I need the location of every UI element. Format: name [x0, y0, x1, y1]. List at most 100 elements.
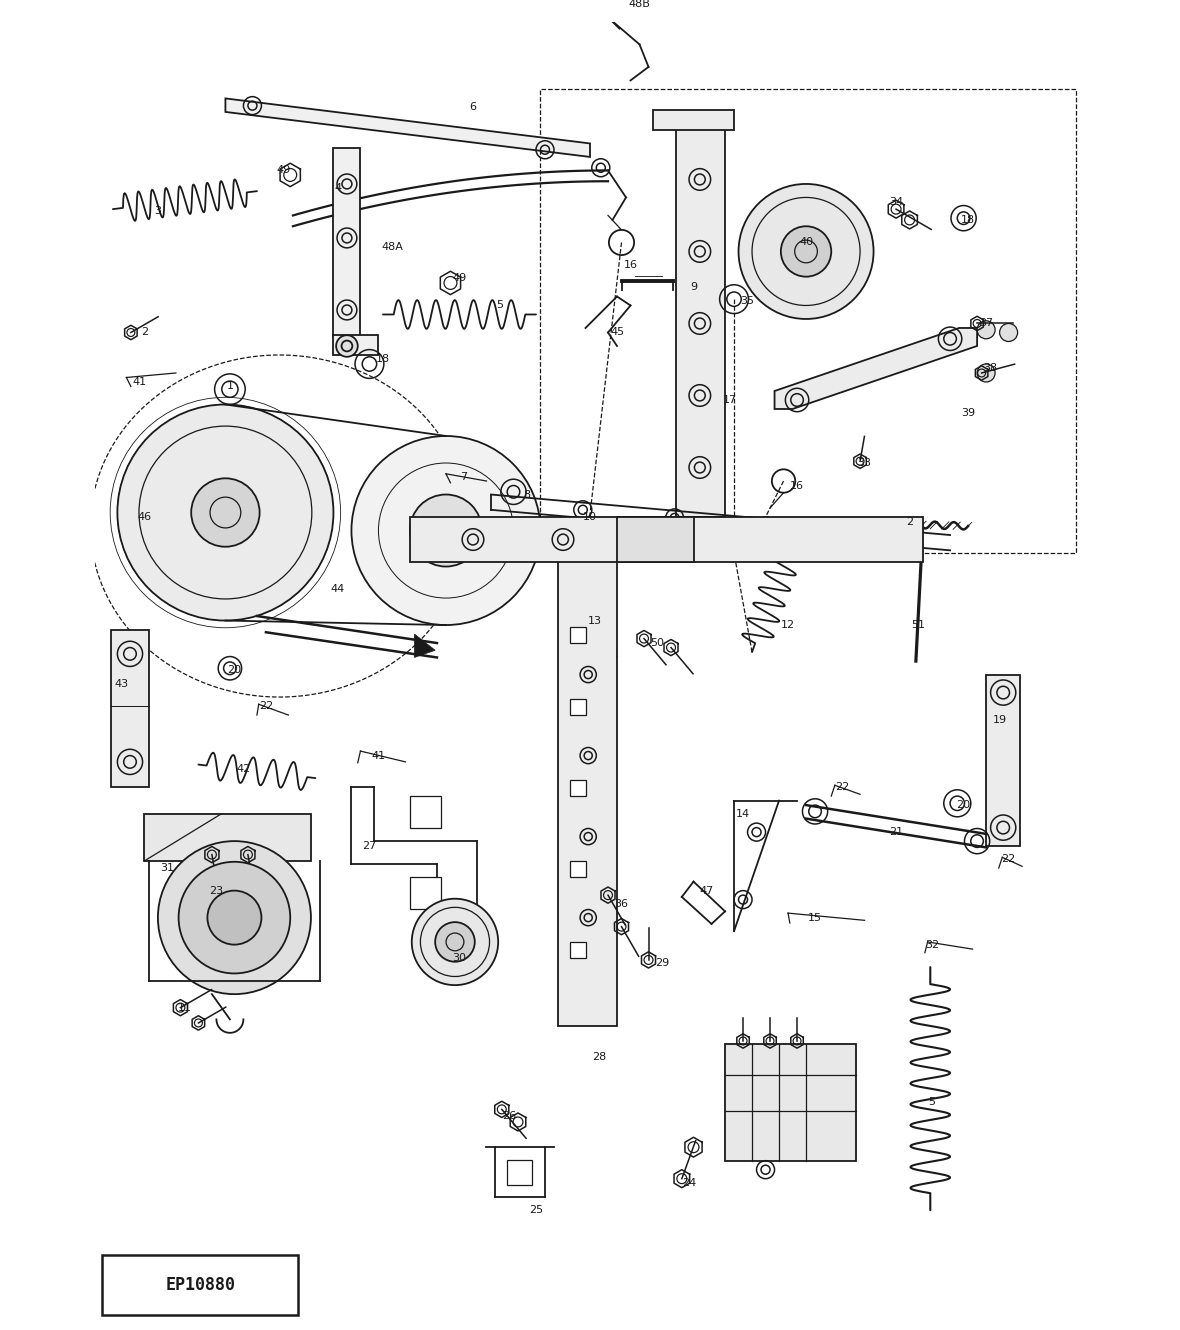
Text: 19: 19 [992, 714, 1007, 725]
Text: 17: 17 [722, 395, 736, 406]
Bar [334, 335, 379, 355]
Text: 9: 9 [690, 282, 697, 293]
Text: 5: 5 [497, 301, 504, 310]
Text: 25: 25 [529, 1205, 543, 1216]
Circle shape [117, 404, 334, 621]
Polygon shape [144, 814, 312, 861]
Text: 28: 28 [592, 1052, 607, 1063]
Bar [409, 876, 441, 908]
Text: 46: 46 [137, 512, 151, 521]
Text: 2: 2 [906, 516, 913, 527]
Text: 26: 26 [502, 1111, 516, 1121]
Circle shape [781, 226, 831, 277]
Polygon shape [225, 98, 590, 157]
Text: 20: 20 [957, 801, 971, 810]
Text: 39: 39 [961, 408, 975, 419]
Bar [570, 779, 586, 797]
Text: EP10880: EP10880 [165, 1275, 235, 1294]
Circle shape [191, 479, 260, 547]
Text: 33: 33 [858, 458, 872, 468]
Bar [570, 942, 586, 958]
Bar [570, 861, 586, 876]
Text: 30: 30 [452, 954, 466, 963]
Bar [570, 698, 586, 716]
Text: 27: 27 [362, 841, 376, 851]
Text: 29: 29 [655, 958, 669, 968]
Text: 50: 50 [650, 638, 664, 648]
Bar [725, 1044, 856, 1161]
Text: 31: 31 [160, 863, 173, 872]
Text: 51: 51 [912, 620, 925, 630]
Text: 14: 14 [736, 809, 750, 819]
Polygon shape [774, 329, 977, 410]
Text: 16: 16 [623, 259, 637, 270]
Circle shape [158, 841, 312, 994]
Circle shape [435, 922, 474, 962]
Circle shape [178, 862, 290, 974]
Text: 11: 11 [178, 1003, 192, 1012]
Bar [409, 797, 441, 827]
Text: 49: 49 [452, 274, 466, 283]
Text: 8: 8 [524, 489, 531, 500]
Text: 22: 22 [258, 701, 273, 712]
Circle shape [409, 495, 481, 567]
Text: 12: 12 [781, 620, 795, 630]
Text: 48B: 48B [629, 0, 650, 9]
FancyBboxPatch shape [103, 1256, 299, 1314]
Polygon shape [414, 634, 435, 657]
Text: 38: 38 [984, 363, 997, 374]
Bar [507, 1160, 532, 1185]
Circle shape [739, 184, 873, 319]
Circle shape [336, 335, 358, 356]
Text: 5: 5 [929, 1097, 936, 1107]
Text: 24: 24 [682, 1178, 696, 1188]
Bar [653, 110, 734, 130]
Text: 15: 15 [808, 912, 822, 923]
Bar [111, 629, 149, 787]
Text: 40: 40 [799, 238, 813, 247]
Text: 42: 42 [236, 765, 250, 774]
Bar [570, 626, 586, 644]
Text: 10: 10 [583, 512, 597, 521]
Bar [675, 112, 725, 517]
Bar [334, 148, 360, 336]
Circle shape [977, 321, 995, 339]
Circle shape [352, 436, 540, 625]
Text: 49: 49 [277, 165, 291, 176]
Text: 23: 23 [209, 886, 223, 895]
Bar [214, 501, 237, 524]
Text: 22: 22 [1002, 854, 1016, 864]
Text: 35: 35 [741, 297, 754, 306]
Text: 21: 21 [889, 827, 903, 837]
Circle shape [977, 364, 995, 382]
Circle shape [208, 891, 262, 944]
Text: 18: 18 [961, 215, 975, 225]
Text: 18: 18 [376, 355, 391, 364]
Text: 6: 6 [470, 102, 477, 113]
Text: 36: 36 [615, 899, 629, 910]
Circle shape [412, 899, 498, 986]
Text: 37: 37 [979, 318, 994, 329]
Text: 13: 13 [588, 616, 602, 625]
Bar [409, 517, 923, 563]
Text: 41: 41 [133, 376, 148, 387]
Text: 32: 32 [925, 939, 939, 950]
Bar [986, 674, 1021, 846]
Text: 22: 22 [835, 782, 850, 793]
Text: 48A: 48A [381, 242, 402, 251]
Circle shape [999, 323, 1017, 342]
Text: 43: 43 [114, 678, 129, 689]
Text: 2: 2 [140, 327, 148, 338]
Bar [617, 517, 694, 563]
Text: 3: 3 [155, 206, 162, 215]
Text: 1: 1 [227, 382, 234, 391]
Text: 20: 20 [228, 665, 242, 676]
Text: 16: 16 [791, 480, 804, 491]
Text: 44: 44 [330, 584, 345, 595]
Text: 4: 4 [334, 184, 341, 193]
Bar [558, 540, 617, 1025]
Text: 45: 45 [610, 327, 624, 338]
Text: 41: 41 [372, 750, 386, 761]
Text: 7: 7 [460, 472, 467, 481]
Text: 47: 47 [700, 886, 714, 895]
